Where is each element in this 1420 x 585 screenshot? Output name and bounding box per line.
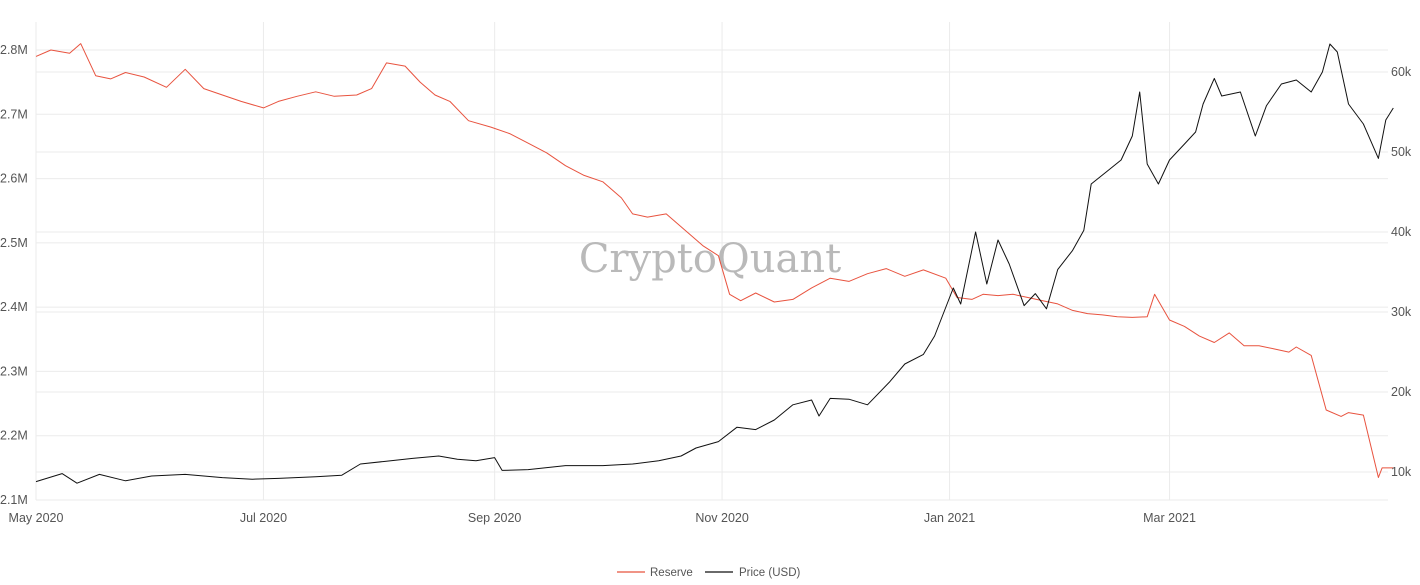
y-left-tick-label: 2.4M: [0, 300, 28, 314]
y-left-tick-label: 2.7M: [0, 107, 28, 121]
legend-label: Reserve: [650, 567, 693, 579]
x-tick-label: Nov 2020: [695, 511, 749, 525]
x-tick-label: Sep 2020: [468, 511, 522, 525]
x-axis: May 2020 Jul 2020 Sep 2020 Nov 2020 Jan 2021…: [9, 511, 1196, 525]
y-left-tick-label: 2.1M: [0, 493, 28, 507]
y-right-tick-label: 10k: [1391, 465, 1412, 479]
y-right-tick-label: 50k: [1391, 145, 1412, 159]
series-layer: [35, 43, 1394, 484]
y-left-tick-label: 2.3M: [0, 364, 28, 378]
legend-item-price[interactable]: Price (USD): [705, 567, 801, 579]
y-left-tick-label: 2.8M: [0, 43, 28, 57]
y-left-tick-label: 2.6M: [0, 172, 28, 186]
y-axis-right: 10k 20k 30k 40k 50k 60k: [1391, 65, 1412, 479]
legend-item-reserve[interactable]: Reserve: [617, 567, 693, 579]
y-right-tick-label: 40k: [1391, 225, 1412, 239]
y-right-tick-label: 30k: [1391, 305, 1412, 319]
x-tick-label: Jan 2021: [924, 511, 975, 525]
y-left-tick-label: 2.5M: [0, 236, 28, 250]
x-tick-label: Jul 2020: [240, 511, 287, 525]
y-axis-left: 2.1M 2.2M 2.3M 2.4M 2.5M 2.6M 2.7M 2.8M: [0, 43, 28, 507]
x-tick-label: Mar 2021: [1143, 511, 1196, 525]
watermark: CryptoQuant: [579, 236, 841, 282]
y-right-tick-label: 20k: [1391, 385, 1412, 399]
x-tick-label: May 2020: [9, 511, 64, 525]
series-line-reserve[interactable]: [35, 43, 1394, 478]
legend-label: Price (USD): [739, 567, 801, 579]
gridlines: [35, 22, 1388, 501]
series-line-price[interactable]: [35, 43, 1394, 484]
y-right-tick-label: 60k: [1391, 65, 1412, 79]
y-left-tick-label: 2.2M: [0, 429, 28, 443]
legend[interactable]: Reserve Price (USD): [617, 567, 801, 579]
